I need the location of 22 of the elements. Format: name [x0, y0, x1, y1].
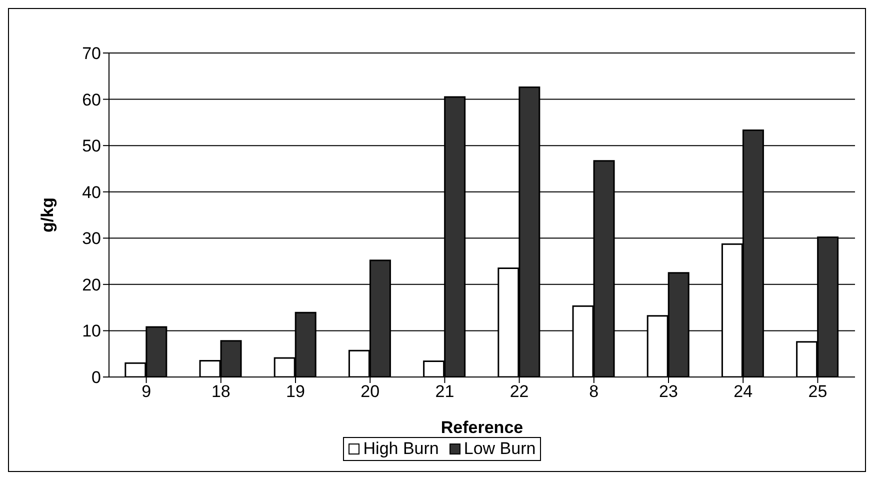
- y-tick-label: 20: [82, 275, 101, 294]
- y-tick-label: 70: [82, 44, 101, 64]
- y-tick-label: 0: [92, 368, 101, 388]
- x-tick-label: 21: [435, 382, 454, 402]
- x-tick-label: 24: [734, 382, 753, 402]
- x-tick-label: 23: [659, 382, 678, 402]
- x-tick-label: 9: [142, 382, 152, 402]
- x-tick-label: 18: [211, 382, 230, 402]
- y-tick-label: 30: [82, 229, 101, 248]
- x-tick-label: 22: [510, 382, 529, 402]
- x-tick-label: 8: [589, 382, 599, 402]
- y-tick-label: 10: [82, 322, 101, 341]
- legend-label: High Burn: [362, 439, 439, 459]
- y-tick-label: 60: [82, 90, 101, 110]
- y-tick-label: 50: [82, 136, 101, 156]
- y-tick-label: 40: [82, 182, 101, 202]
- x-axis-title: Reference: [440, 418, 524, 437]
- x-tick-label: 25: [808, 382, 828, 402]
- y-axis-title: g/kg: [38, 198, 58, 232]
- x-tick-label: 20: [360, 382, 380, 402]
- legend-label: Low Burn: [462, 439, 536, 459]
- x-tick-label: 19: [286, 382, 305, 402]
